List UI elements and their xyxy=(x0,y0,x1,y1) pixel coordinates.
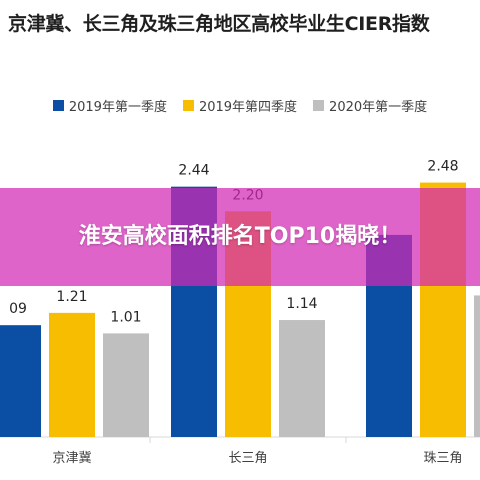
x-tick-label-2: 珠三角 xyxy=(423,451,462,466)
bar-0-1 xyxy=(49,312,95,437)
bar-0-2 xyxy=(103,333,149,437)
legend-item-2019q1: 2019年第一季度 xyxy=(52,96,167,115)
data-label-0-2: 1.01 xyxy=(110,309,141,325)
data-label-0-1: 1.21 xyxy=(56,289,87,305)
data-label-2-1: 2.48 xyxy=(427,159,458,175)
data-label-1-0: 2.44 xyxy=(178,163,209,179)
headline-banner[interactable]: 淮安高校面积排名TOP10揭晓！ xyxy=(0,188,480,286)
data-label-1-2: 1.14 xyxy=(286,296,317,312)
legend-item-2020q1: 2020年第一季度 xyxy=(313,96,427,115)
bar-0-0 xyxy=(0,325,41,437)
legend: 2019年第一季度 2019年第四季度 2020年第一季度 xyxy=(0,96,480,115)
legend-label-2019q1: 2019年第一季度 xyxy=(68,100,167,115)
x-tick-label-0: 京津冀 xyxy=(52,450,91,466)
legend-label-2019q4: 2019年第四季度 xyxy=(198,100,298,115)
bar-1-2 xyxy=(279,320,325,437)
data-label-0-0: 09 xyxy=(9,301,27,317)
legend-swatch-2019q4 xyxy=(182,100,194,111)
legend-swatch-2019q1 xyxy=(52,100,64,111)
headline-text: 淮安高校面积排名TOP10揭晓！ xyxy=(78,224,402,249)
legend-item-2019q4: 2019年第四季度 xyxy=(182,96,298,115)
bar-2-2 xyxy=(474,295,480,437)
chart-title: 京津冀、长三角及珠三角地区高校毕业生CIER指数 xyxy=(8,13,430,35)
x-tick-label-1: 长三角 xyxy=(228,451,267,466)
legend-swatch-2020q1 xyxy=(313,100,325,111)
legend-label-2020q1: 2020年第一季度 xyxy=(329,100,428,115)
